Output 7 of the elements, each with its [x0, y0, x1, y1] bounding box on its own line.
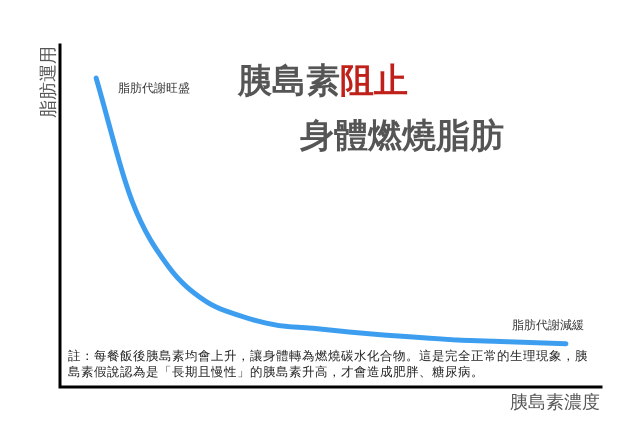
chart-title: 胰島素阻止: [238, 60, 408, 103]
annotation: 註：每餐飯後胰島素均會上升，讓身體轉為燃燒碳水化合物。這是完全正常的生理現象，胰島素假說認為是「長期且慢性」的胰島素升高，才會造成肥胖、糖尿病。: [68, 348, 588, 380]
annotation: 脂肪代謝減緩: [512, 317, 584, 334]
annotation: 脂肪代謝旺盛: [118, 80, 190, 97]
y-axis-title: 脂肪運用: [37, 46, 60, 118]
x-axis-title: 胰島素濃度: [510, 391, 600, 414]
text: 身體燃燒脂肪: [300, 115, 504, 158]
